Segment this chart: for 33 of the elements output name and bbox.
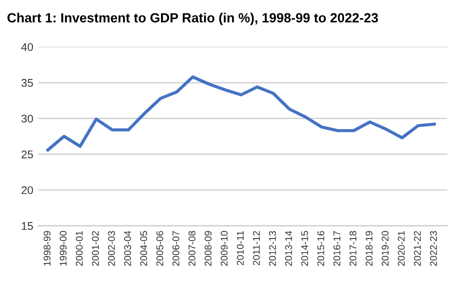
x-tick-label: 2003-04 bbox=[124, 230, 132, 266]
x-tick-label: 2000-01 bbox=[76, 231, 83, 266]
x-tick-label: 2016-17 bbox=[333, 231, 340, 266]
x-tick-label: 2011-12 bbox=[252, 231, 260, 266]
x-tick-label: 2018-19 bbox=[366, 231, 373, 266]
x-tick-label: 2013-14 bbox=[285, 230, 292, 266]
y-tick-label: 35 bbox=[21, 78, 33, 87]
x-tick-label: 1999-00 bbox=[60, 231, 67, 266]
x-tick-label: 2014-15 bbox=[301, 231, 308, 266]
x-tick-label: 2007-08 bbox=[188, 231, 196, 266]
x-tick-label: 2002-03 bbox=[108, 231, 115, 266]
y-tick-label: 30 bbox=[21, 114, 33, 123]
x-tick-label: 2022-23 bbox=[430, 231, 437, 266]
x-tick-label: 2015-16 bbox=[317, 231, 324, 266]
x-tick-label: 2008-09 bbox=[204, 231, 212, 266]
chart-title: Chart 1: Investment to GDP Ratio (in %), 1998-99 to 2022-23 bbox=[7, 12, 378, 26]
x-tick-label: 1998-99 bbox=[44, 231, 51, 266]
x-tick-label: 2012-13 bbox=[269, 231, 276, 266]
x-tick-label: 2020-21 bbox=[398, 231, 405, 266]
x-tick-label: 2005-06 bbox=[156, 231, 164, 266]
x-tick-label: 2017-18 bbox=[350, 231, 356, 266]
x-tick-label: 2006-07 bbox=[172, 231, 180, 266]
y-tick-label: 15 bbox=[22, 222, 33, 230]
x-tick-label: 2019-20 bbox=[382, 231, 389, 266]
x-tick-label: 2010-11 bbox=[236, 231, 244, 266]
y-tick-label: 20 bbox=[22, 186, 33, 194]
line-series bbox=[46, 75, 436, 152]
x-tick-label: 2001-02 bbox=[92, 231, 99, 266]
y-tick-label: 25 bbox=[22, 150, 33, 158]
x-tick-label: 2021-22 bbox=[414, 231, 421, 266]
x-tick-label: 2009-10 bbox=[220, 231, 228, 266]
y-tick-label: 40 bbox=[21, 43, 33, 51]
x-tick-label: 2004-05 bbox=[140, 231, 148, 266]
